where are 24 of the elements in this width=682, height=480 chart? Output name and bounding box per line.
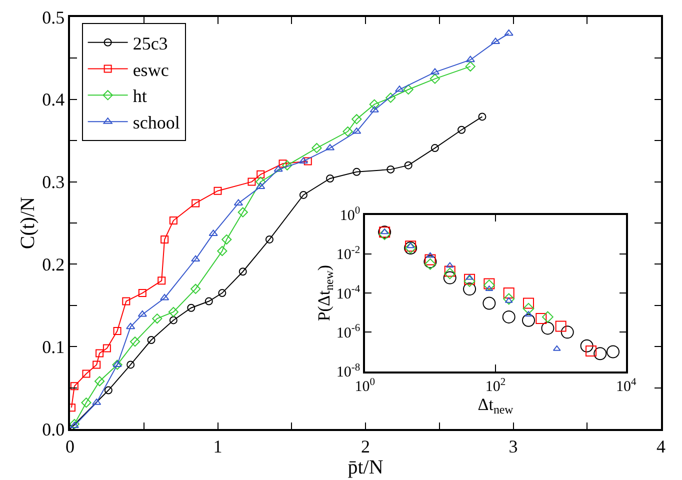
legend-label: school xyxy=(132,112,180,133)
y-axis-title: C(t)/N xyxy=(17,196,40,250)
y-tick-label: 0.4 xyxy=(42,90,65,110)
x-tick-label: 4 xyxy=(656,436,666,456)
x-tick-label: 2 xyxy=(361,436,370,456)
y-tick-label: 0.0 xyxy=(42,419,65,440)
y-tick-label: 0.5 xyxy=(42,7,65,28)
legend-label: ht xyxy=(132,86,147,106)
y-tick-label: 10$^{-4}$ xyxy=(336,284,361,302)
x-axis-title: p̄t/N xyxy=(348,456,384,478)
x-tick-label: 0 xyxy=(66,436,74,456)
y-tick-label: 0.2 xyxy=(42,254,65,274)
y-tick-label: 10$^{0}$ xyxy=(340,206,360,224)
x-axis-title: Δt$_{new}$ xyxy=(478,395,514,417)
x-tick-label: 10$^{2}$ xyxy=(485,376,506,396)
y-tick-label: 10$^{-2}$ xyxy=(336,244,360,264)
x-tick-label: 10$^{4}$ xyxy=(616,376,638,396)
x-tick-label: 3 xyxy=(508,436,518,456)
legend-label: eswc xyxy=(132,60,169,80)
y-tick-label: 0.1 xyxy=(42,336,65,357)
legend-label: 25c3 xyxy=(132,33,168,54)
x-tick-label: 1 xyxy=(213,436,222,456)
y-tick-label: 0.3 xyxy=(42,172,65,192)
y-tick-label: 10$^{-6}$ xyxy=(336,323,360,342)
